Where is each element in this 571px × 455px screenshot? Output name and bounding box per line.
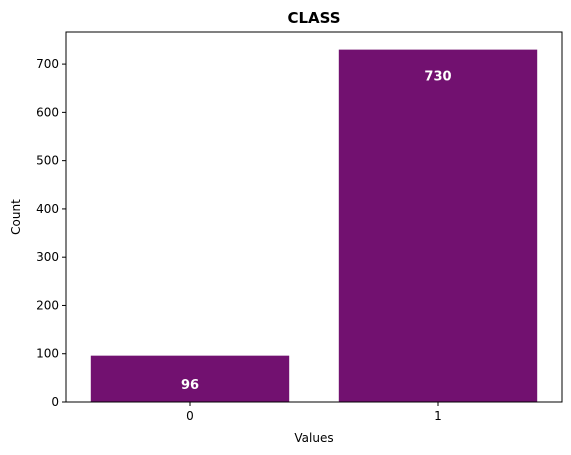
y-tick-label: 200: [36, 298, 59, 312]
chart-title: CLASS: [287, 9, 340, 27]
y-tick-label: 500: [36, 154, 59, 168]
bar-value-label: 730: [424, 70, 451, 85]
bar-value-label: 96: [181, 378, 199, 393]
y-tick-label: 0: [51, 395, 59, 409]
y-tick-label: 300: [36, 250, 59, 264]
y-axis-label: Count: [9, 199, 23, 235]
y-tick-label: 600: [36, 105, 59, 119]
plot-frame: [65, 31, 563, 403]
y-tick-label: 100: [36, 347, 59, 361]
x-tick-label: 0: [186, 409, 194, 423]
y-tick-label: 700: [36, 57, 59, 71]
y-tick-label: 400: [36, 202, 59, 216]
bar: [338, 49, 538, 402]
plot-area: 0 100 200 300 400 500 600 700 96 0 730 1: [36, 49, 538, 423]
bar: [90, 355, 290, 402]
x-axis-label: Values: [294, 431, 333, 445]
x-tick-label: 1: [434, 409, 442, 423]
